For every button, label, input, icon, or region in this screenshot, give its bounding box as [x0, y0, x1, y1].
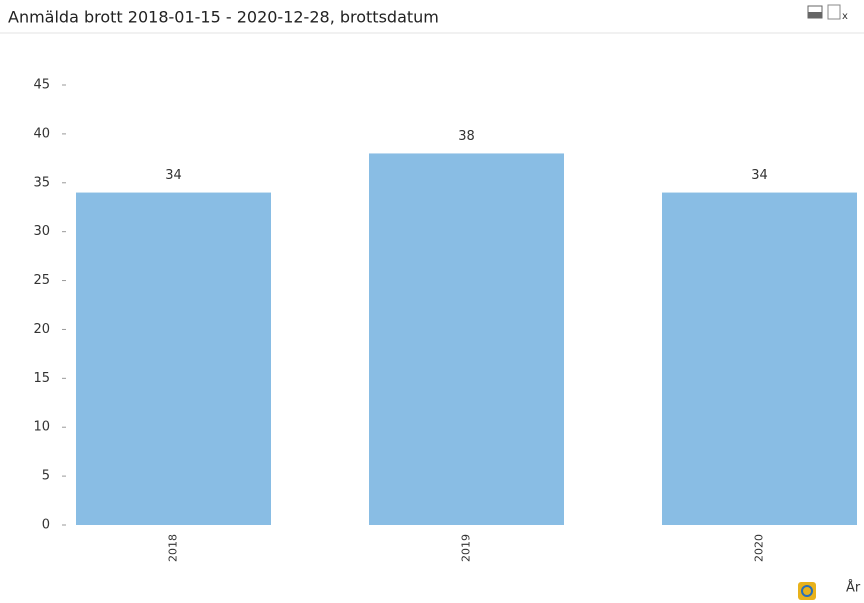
- data-label: 34: [751, 168, 768, 183]
- x-axis-label: År: [846, 580, 861, 596]
- y-tick-label: 10: [33, 420, 50, 435]
- y-tick-label: 25: [33, 273, 50, 288]
- y-tick-label: 5: [42, 469, 50, 484]
- svg-text:x: x: [842, 11, 848, 22]
- chart-title: Anmälda brott 2018-01-15 - 2020-12-28, b…: [8, 8, 439, 27]
- data-label: 34: [165, 168, 182, 183]
- y-tick-label: 35: [33, 175, 50, 190]
- bar: [76, 192, 271, 526]
- x-tick-label: 2020: [753, 534, 766, 562]
- y-tick-label: 20: [33, 322, 50, 337]
- y-tick-label: 40: [33, 126, 50, 141]
- y-tick-label: 30: [33, 224, 50, 239]
- y-tick-label: 45: [33, 78, 50, 93]
- x-tick-label: 2018: [167, 534, 180, 562]
- bar: [369, 153, 564, 525]
- x-tick-label: 2019: [460, 534, 473, 562]
- print-icon[interactable]: [807, 5, 823, 19]
- refresh-icon[interactable]: [798, 582, 816, 600]
- data-label: 38: [458, 129, 475, 144]
- bar: [662, 192, 857, 526]
- y-tick-label: 0: [42, 518, 50, 533]
- clear-icon[interactable]: x: [827, 4, 848, 22]
- y-tick-label: 15: [33, 371, 50, 386]
